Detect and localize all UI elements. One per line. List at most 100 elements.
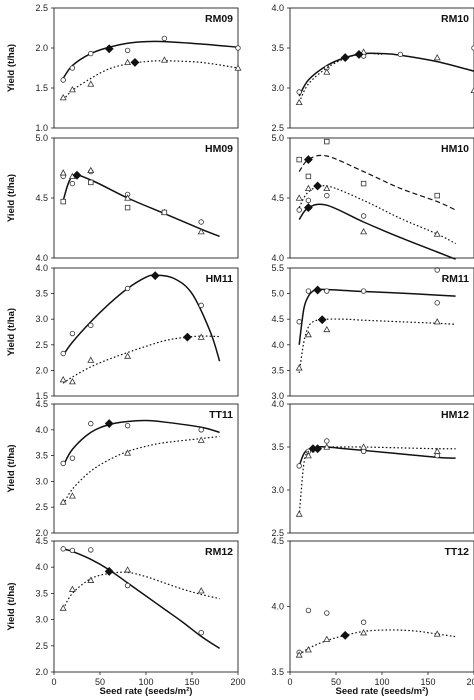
y-tick-label: 5.5 [271, 263, 284, 273]
fitted-curve-triangle [298, 185, 456, 245]
y-tick-label: 4.5 [271, 314, 284, 324]
data-point-circle [397, 51, 404, 58]
optimum-marker [340, 630, 350, 640]
data-point-circle [88, 322, 94, 329]
data-point-triangle [323, 325, 331, 333]
data-point-triangle [124, 449, 132, 456]
data-point-circle [69, 547, 76, 554]
y-tick-label: 4.0 [35, 562, 48, 572]
y-tick-label: 3.5 [271, 43, 284, 53]
y-tick-label: 3.0 [271, 485, 284, 495]
y-tick-label: 3.5 [35, 588, 48, 598]
y-tick-label: 3.5 [271, 365, 284, 375]
panel-label: HM09 [205, 143, 233, 155]
fitted-curve-triangle [298, 318, 456, 374]
optimum-marker [303, 155, 313, 165]
optimum-marker [354, 49, 364, 59]
y-tick-label: 5.0 [271, 289, 284, 299]
data-point-circle [60, 350, 66, 357]
fitted-curve-triangle [62, 571, 220, 610]
y-axis-label: Yield (t/ha) [6, 44, 17, 92]
data-point-triangle [197, 333, 205, 340]
x-tick-label: 100 [374, 677, 389, 687]
data-point-triangle [433, 630, 441, 637]
data-point-triangle [68, 378, 76, 385]
data-point-circle [360, 213, 367, 219]
data-point-triangle [433, 447, 441, 454]
data-point-circle [124, 422, 131, 429]
optimum-marker [72, 170, 82, 180]
data-point-triangle [323, 443, 331, 450]
y-tick-label: 1.5 [35, 391, 48, 401]
plot-frame [289, 403, 474, 534]
data-point-triangle [304, 646, 312, 653]
x-tick-label: 200 [230, 677, 245, 687]
data-point-circle [60, 460, 66, 467]
optimum-marker [150, 271, 160, 281]
data-point-triangle [124, 194, 132, 201]
data-point-circle [69, 330, 76, 337]
data-point-circle [305, 197, 312, 204]
plot-frame [289, 540, 474, 673]
plot-frame [53, 7, 239, 129]
data-point-triangle [160, 56, 168, 63]
panel-label: RM10 [441, 13, 469, 25]
y-tick-label: 2.5 [35, 641, 48, 651]
fitted-curve-circle [298, 445, 456, 467]
data-point-circle [124, 47, 131, 54]
data-point-triangle [433, 318, 441, 325]
data-point-triangle [234, 64, 242, 71]
y-tick-label: 2.0 [35, 667, 48, 677]
plot-frame [289, 267, 474, 397]
plot-frame [53, 137, 239, 259]
y-tick-label: 2.5 [35, 502, 48, 512]
data-point-circle [296, 89, 302, 95]
data-point-circle [360, 448, 367, 454]
data-point-circle [471, 45, 474, 51]
fitted-curve-triangle [298, 629, 456, 656]
data-point-triangle [68, 585, 76, 592]
data-point-circle [60, 77, 66, 83]
optimum-marker [182, 332, 192, 342]
optimum-marker [313, 285, 323, 295]
y-tick-label: 3.5 [271, 442, 284, 452]
panel-label: RM11 [442, 273, 470, 285]
plot-frame [53, 403, 239, 534]
fitted-curve-triangle [62, 435, 220, 505]
fitted-curve-triangle [62, 60, 239, 101]
panel-label: TT12 [444, 546, 469, 558]
y-tick-label: 5.0 [35, 133, 48, 143]
y-tick-label: 4.5 [271, 193, 284, 203]
panel-label: HM12 [441, 409, 469, 421]
x-tick-label: 0 [287, 677, 292, 687]
fitted-curve-circle [62, 274, 221, 362]
y-tick-label: 5.0 [271, 133, 284, 143]
data-point-circle [124, 582, 131, 589]
data-point-circle [88, 50, 94, 57]
plot-frame [53, 267, 239, 397]
data-point-triangle [59, 169, 67, 176]
y-tick-label: 3.5 [35, 289, 48, 299]
y-axis-label: Yield (t/ha) [6, 444, 17, 492]
data-point-circle [69, 180, 76, 187]
y-tick-label: 2.5 [271, 123, 284, 133]
data-point-circle [324, 288, 330, 294]
data-point-triangle [124, 566, 132, 573]
data-point-circle [69, 65, 76, 71]
data-point-triangle [68, 492, 76, 499]
fitted-curve-square [298, 154, 456, 211]
y-tick-label: 3.0 [35, 476, 48, 486]
y-tick-label: 4.0 [271, 3, 284, 13]
y-tick-label: 4.0 [271, 253, 284, 263]
panel-label: HM11 [206, 273, 234, 285]
data-point-triangle [197, 436, 205, 443]
data-point-triangle [87, 80, 95, 87]
optimum-marker [340, 53, 350, 63]
optimum-marker [104, 44, 114, 54]
data-point-circle [60, 546, 66, 552]
y-axis-label: Yield (t/ha) [6, 174, 17, 222]
data-point-circle [305, 607, 312, 614]
y-tick-label: 2.0 [35, 43, 48, 53]
fitted-curve-circle [62, 419, 220, 467]
optimum-marker [313, 181, 323, 191]
